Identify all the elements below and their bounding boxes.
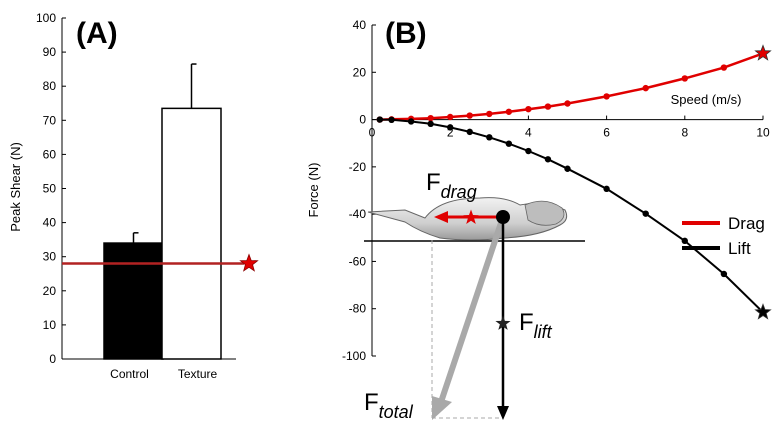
drag-force-arrowhead: [434, 211, 448, 223]
series-endpoint-star-icon: [754, 303, 772, 320]
panel-a-chart: (A) 0 10 20 30 40 50 60 70 80 90 100 Control Textur…: [8, 11, 259, 381]
y-tick-label: -20: [349, 160, 367, 174]
data-point: [427, 120, 434, 128]
y-tick-label: 0: [359, 113, 366, 127]
x-tick-labels: 0 2 4 6 8 10: [369, 126, 770, 140]
data-point: [376, 116, 384, 123]
y-tick-label: 70: [43, 113, 57, 127]
total-force-arrowhead: [432, 396, 452, 420]
data-point: [720, 270, 728, 278]
lift-force-arrowhead: [497, 406, 509, 420]
category-labels: Control Texture: [110, 367, 217, 381]
y-axis-label: Peak Shear (N): [8, 142, 23, 232]
center-of-pressure-dot: [496, 210, 510, 224]
data-point: [642, 84, 649, 92]
legend-label-drag: Drag: [728, 214, 765, 233]
total-force-arrow: [438, 216, 506, 403]
data-point: [564, 100, 571, 107]
data-point: [681, 237, 688, 245]
y-tick-label: 20: [353, 65, 367, 79]
force-vector-diagram: Fdrag Flift Ftotal: [364, 169, 585, 421]
y-tick-label: -80: [349, 302, 367, 316]
x-tick-label: 0: [369, 126, 376, 140]
x-tick-label: 8: [681, 126, 688, 140]
data-point: [407, 118, 415, 125]
y-tick-label: 50: [43, 182, 57, 196]
data-point: [525, 105, 532, 113]
panel-b-label: (B): [385, 17, 427, 50]
series-endpoint-star-icon: [754, 44, 772, 61]
data-point: [486, 110, 493, 118]
drag-star-icon: [463, 209, 479, 224]
x-tick-label: 4: [525, 126, 532, 140]
y-tick-label: -40: [349, 207, 367, 221]
data-point: [642, 210, 649, 217]
data-point: [525, 147, 532, 155]
y-axis: [61, 17, 236, 360]
y-tick-labels: 0 10 20 30 40 50 60 70 80 90 100: [36, 11, 56, 366]
y-tick-label: -100: [342, 349, 366, 363]
y-tick-label: 80: [43, 79, 57, 93]
data-point: [603, 93, 610, 100]
series-line-lift: [379, 118, 764, 314]
category-label: Texture: [178, 367, 218, 381]
bird-body-icon: [367, 197, 568, 241]
data-point: [388, 116, 395, 124]
lift-vector-label: Flift: [519, 309, 553, 342]
total-vector-label: Ftotal: [364, 389, 414, 421]
x-tick-label: 6: [603, 126, 610, 140]
y-tick-label: -60: [349, 254, 367, 268]
data-point: [466, 112, 473, 119]
bar: [103, 242, 164, 360]
data-point: [505, 140, 513, 147]
reference-line-group: [62, 253, 259, 272]
data-point: [466, 128, 473, 136]
x-tick-label: 10: [756, 126, 770, 140]
data-point: [544, 103, 552, 110]
y-tick-label: 40: [353, 18, 367, 32]
y-tick-label: 20: [43, 284, 57, 298]
series-group: [376, 44, 772, 320]
legend-label-lift: Lift: [728, 239, 751, 258]
axes: [371, 24, 764, 357]
panel-a-label: (A): [76, 17, 118, 50]
drag-vector-label: Fdrag: [426, 169, 477, 202]
x-axis-label: Speed (m/s): [671, 92, 742, 107]
series-line-drag: [379, 52, 764, 121]
y-tick-label: 10: [43, 318, 57, 332]
data-point: [603, 185, 610, 193]
y-tick-labels: 40 20 0 -20 -40 -60 -80 -100: [342, 18, 366, 363]
data-point: [720, 64, 728, 71]
data-point: [447, 113, 454, 121]
y-tick-label: 0: [49, 352, 56, 366]
panel-b-chart: (B) 40 20 0 -20 -40 -60 -80 -100 0 2 4 6 8 10 Speed …: [306, 17, 772, 421]
bar-group: [103, 63, 222, 360]
data-point: [447, 124, 454, 131]
data-point: [427, 114, 434, 122]
reference-star-icon: [239, 253, 259, 272]
y-tick-label: 90: [43, 45, 57, 59]
y-tick-label: 30: [43, 250, 57, 264]
data-point: [681, 75, 688, 82]
y-tick-label: 40: [43, 216, 57, 230]
bird-head-icon: [524, 200, 565, 226]
y-tick-label: 60: [43, 147, 57, 161]
data-point: [486, 134, 493, 141]
data-point: [564, 165, 571, 172]
data-point: [505, 108, 513, 115]
lift-star-icon: [495, 315, 511, 330]
x-tick-label: 2: [447, 126, 454, 140]
y-axis-label: Force (N): [306, 163, 321, 218]
legend: Drag Lift: [682, 214, 765, 258]
y-tick-label: 100: [36, 11, 56, 25]
data-point: [544, 156, 552, 163]
bar: [161, 107, 222, 360]
category-label: Control: [110, 367, 149, 381]
